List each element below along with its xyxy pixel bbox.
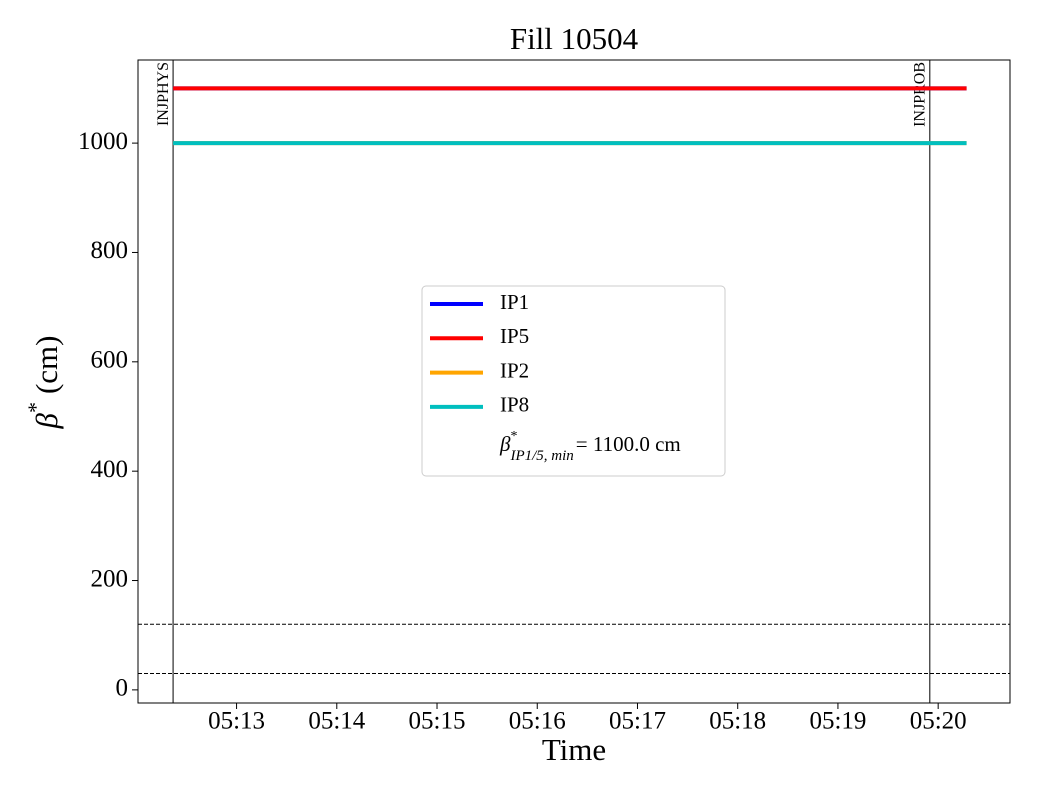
legend-label: IP5 (500, 324, 529, 348)
legend-label: IP8 (500, 393, 529, 417)
chart-title: Fill 10504 (510, 21, 639, 56)
y-tick-label: 400 (91, 456, 129, 483)
x-tick-label: 05:15 (409, 708, 466, 735)
legend-label: IP2 (500, 358, 529, 382)
note-text: = 1100.0 cm (576, 432, 681, 456)
event-label: INJPHYS (155, 62, 172, 126)
y-label-unit: (cm) (29, 336, 64, 395)
note-symbol: β (499, 432, 511, 456)
x-axis-label: Time (542, 732, 606, 767)
y-tick-label: 800 (91, 237, 129, 264)
y-tick-label: 1000 (78, 128, 128, 155)
y-tick-label: 600 (91, 347, 129, 374)
y-axis-label: β* (cm) (23, 336, 64, 430)
note-sup: * (510, 429, 517, 444)
x-tick-label: 05:20 (910, 708, 967, 735)
y-tick-label: 0 (116, 675, 129, 702)
legend: IP1 IP5 IP2 IP8 β* IP1/5, min= 1100.0 cm (421, 285, 726, 477)
x-tick-label: 05:17 (609, 708, 666, 735)
x-tick-label: 05:19 (809, 708, 866, 735)
plot-frame (137, 59, 1011, 704)
x-tick-label: 05:14 (308, 708, 365, 735)
event-label: INJPROB (911, 62, 928, 127)
legend-label: IP1 (500, 290, 529, 314)
legend-note: β* IP1/5, min= 1100.0 cm (499, 429, 681, 464)
x-tick-label: 05:13 (208, 708, 265, 735)
y-tick-label: 200 (91, 565, 129, 592)
y-label-sup: * (23, 402, 48, 413)
x-tick-label: 05:16 (509, 708, 566, 735)
x-tick-label: 05:18 (709, 708, 766, 735)
y-label-symbol: β (29, 412, 64, 429)
legend-box (421, 285, 726, 477)
note-sub: IP1/5, min (509, 448, 573, 464)
